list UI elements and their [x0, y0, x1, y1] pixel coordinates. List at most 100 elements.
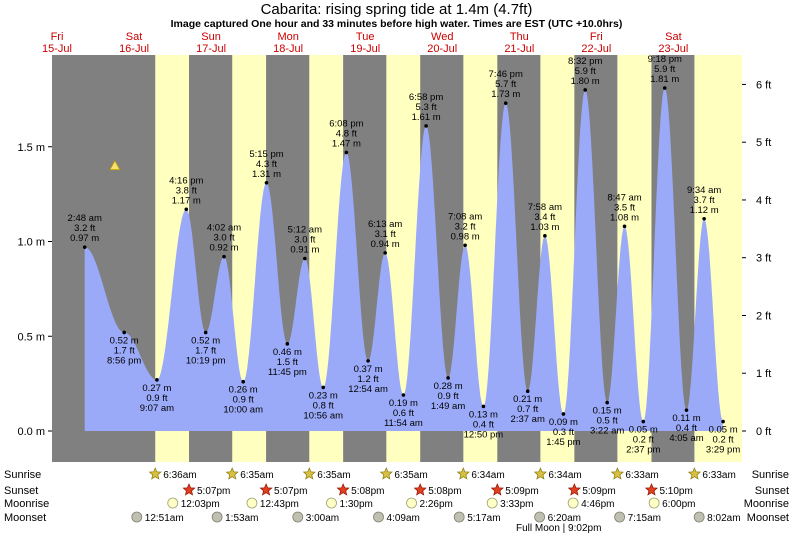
extreme-time-2: 9:07 am: [140, 403, 174, 414]
sunrise-time-5: 6:34am: [548, 470, 581, 481]
extreme-ft-14: 0.6 ft: [393, 408, 414, 419]
sunrise-time-0: 6:36am: [163, 470, 196, 481]
moonset-time-0: 12:51am: [145, 513, 184, 524]
moonset-time-3: 4:09am: [387, 513, 420, 524]
extreme-time-10: 10:56 am: [303, 410, 343, 421]
extreme-m-13: 0.94 m: [371, 239, 400, 250]
extreme-ft-27: 5.9 ft: [654, 64, 675, 75]
extreme-m-19: 1.73 m: [491, 89, 520, 100]
extreme-point-17: [463, 243, 467, 248]
sunrise-time-2: 6:35am: [317, 470, 350, 481]
sunset-time-6: 5:10pm: [659, 486, 692, 497]
extreme-m-15: 1.61 m: [412, 112, 441, 123]
day-name-4: Tue: [356, 31, 375, 43]
day-name-6: Thu: [510, 31, 529, 43]
sunrise-icon: [533, 467, 547, 480]
day-header-group: Fri15-JulSat16-JulSun17-JulMon18-JulTue1…: [42, 31, 688, 55]
moonset-time-1: 1:53am: [225, 513, 258, 524]
extreme-time-0: 2:48 am: [68, 213, 102, 224]
moonset-icon: [131, 511, 143, 523]
extreme-ft-25: 3.5 ft: [614, 202, 635, 213]
extreme-time-11: 6:08 pm: [329, 118, 363, 129]
extreme-m-20: 0.21 m: [513, 394, 542, 405]
left-tick-label-1: 0.5 m: [17, 331, 45, 343]
extreme-m-26: 0.05 m: [629, 425, 658, 436]
moonrise-time-3: 2:26pm: [420, 499, 453, 510]
extreme-ft-29: 3.7 ft: [694, 195, 715, 206]
sunset-icon: [182, 483, 196, 496]
day-name-1: Sat: [126, 31, 143, 43]
moonrise-time-1: 12:43pm: [260, 499, 299, 510]
extreme-time-15: 6:58 pm: [409, 92, 443, 103]
extreme-time-5: 4:02 am: [207, 223, 241, 234]
extreme-time-24: 3:22 am: [590, 426, 624, 437]
moonrise-icon: [406, 497, 417, 509]
day-name-5: Wed: [431, 31, 453, 43]
extreme-ft-2: 0.9 ft: [146, 393, 167, 404]
extreme-ft-21: 3.4 ft: [534, 212, 555, 223]
extreme-time-29: 9:34 am: [687, 185, 721, 196]
left-tick-label-0: 0.0 m: [17, 426, 45, 438]
extreme-point-15: [424, 124, 428, 128]
day-date-5: 20-Jul: [427, 43, 457, 55]
extreme-m-17: 0.98 m: [451, 231, 480, 242]
moonset-time-6: 7:15am: [628, 513, 661, 524]
extreme-ft-12: 1.2 ft: [358, 374, 379, 385]
extreme-time-28: 4:05 am: [669, 433, 703, 444]
extreme-ft-5: 3.0 ft: [213, 233, 234, 244]
extreme-point-1: [122, 330, 126, 335]
moonset-icon: [211, 511, 223, 523]
extreme-point-12: [366, 359, 370, 363]
extreme-point-29: [702, 216, 706, 221]
extreme-time-1: 8:56 pm: [107, 355, 141, 366]
extreme-point-26: [641, 419, 646, 424]
sunset-time-2: 5:08pm: [351, 486, 384, 497]
sunrise-icon: [225, 467, 239, 480]
extreme-ft-3: 3.8 ft: [176, 185, 197, 196]
extreme-m-0: 0.97 m: [70, 233, 99, 244]
sunset-time-5: 5:09pm: [582, 486, 615, 497]
extreme-m-30: 0.05 m: [709, 425, 738, 436]
extreme-point-4: [203, 330, 208, 335]
sunrise-icon: [148, 467, 162, 480]
tide-area: [84, 88, 723, 431]
moonrise-time-0: 12:03pm: [181, 499, 220, 510]
moonrise-time-2: 1:30pm: [339, 499, 372, 510]
extreme-point-5: [222, 254, 226, 259]
extreme-point-8: [285, 342, 290, 346]
day-date-8: 23-Jul: [658, 43, 688, 55]
extreme-m-27: 1.81 m: [650, 74, 679, 85]
extreme-ft-22: 0.3 ft: [553, 427, 574, 438]
extreme-point-7: [264, 180, 269, 185]
sunrise-row-label-right: Sunrise: [752, 469, 789, 481]
extreme-time-25: 8:47 am: [607, 192, 641, 203]
extreme-point-6: [241, 379, 246, 384]
sunrise-icon: [610, 467, 624, 480]
extreme-point-20: [525, 389, 530, 394]
extreme-time-17: 7:08 am: [448, 211, 482, 222]
extreme-point-25: [622, 224, 627, 229]
extreme-m-22: 0.09 m: [549, 417, 578, 428]
extreme-time-7: 5:15 pm: [249, 149, 283, 160]
sunset-icon: [567, 483, 581, 496]
right-tick-label-4: 4 ft: [756, 195, 771, 207]
extreme-ft-30: 0.2 ft: [713, 435, 734, 446]
extreme-m-29: 1.12 m: [690, 205, 719, 216]
extreme-m-5: 0.92 m: [210, 243, 239, 254]
extreme-point-23: [583, 88, 588, 92]
extreme-time-6: 10:00 am: [223, 405, 263, 416]
sunset-icon: [259, 483, 273, 496]
day-name-8: Sat: [665, 31, 682, 43]
extreme-point-2: [155, 378, 159, 382]
extreme-ft-18: 0.4 ft: [473, 419, 494, 430]
day-date-6: 21-Jul: [504, 43, 534, 55]
extreme-ft-11: 4.8 ft: [336, 128, 357, 139]
right-tick-label-2: 2 ft: [756, 310, 771, 322]
extreme-point-9: [303, 256, 307, 261]
extreme-m-14: 0.19 m: [389, 398, 418, 409]
moonrise-icon: [648, 497, 660, 509]
moonset-icon: [614, 511, 626, 523]
extreme-point-27: [662, 86, 667, 90]
extreme-ft-10: 0.8 ft: [313, 400, 334, 411]
